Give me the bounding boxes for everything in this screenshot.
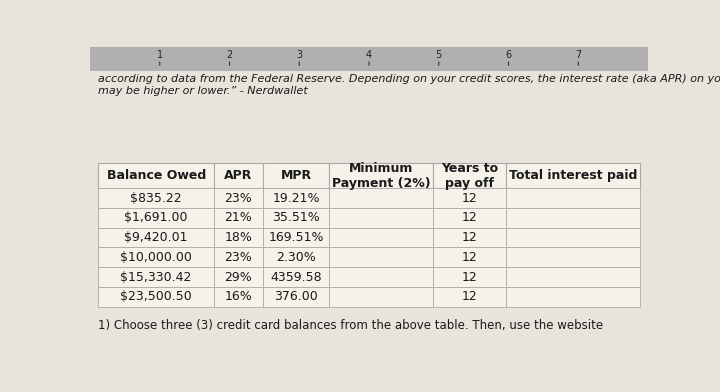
Text: according to data from the Federal Reserve. Depending on your credit scores, the: according to data from the Federal Reser… <box>99 74 720 96</box>
Bar <box>506 188 639 208</box>
Bar <box>99 208 214 228</box>
Text: 6: 6 <box>505 51 512 60</box>
Text: $15,330.42: $15,330.42 <box>120 270 192 283</box>
Text: $9,420.01: $9,420.01 <box>125 231 188 244</box>
Text: APR: APR <box>224 169 253 182</box>
Text: 4: 4 <box>366 51 372 60</box>
Bar <box>99 188 214 208</box>
Bar <box>214 208 263 228</box>
Bar <box>99 163 214 188</box>
Bar <box>330 188 433 208</box>
Text: $23,500.50: $23,500.50 <box>120 290 192 303</box>
Bar <box>263 267 330 287</box>
Bar <box>214 163 263 188</box>
Text: 21%: 21% <box>225 211 252 224</box>
Bar <box>214 247 263 267</box>
Text: Minimum
Payment (2%): Minimum Payment (2%) <box>332 162 431 190</box>
Text: Years to
pay off: Years to pay off <box>441 162 498 190</box>
Bar <box>263 228 330 247</box>
Text: 3: 3 <box>296 51 302 60</box>
Bar <box>263 208 330 228</box>
Text: 19.21%: 19.21% <box>272 192 320 205</box>
Bar <box>99 228 214 247</box>
Text: 169.51%: 169.51% <box>269 231 324 244</box>
Bar <box>214 267 263 287</box>
Text: 12: 12 <box>462 211 477 224</box>
Text: 16%: 16% <box>225 290 252 303</box>
Bar <box>506 163 639 188</box>
Text: 376.00: 376.00 <box>274 290 318 303</box>
Bar <box>330 228 433 247</box>
Bar <box>99 287 214 307</box>
Text: 2: 2 <box>226 51 233 60</box>
Bar <box>99 267 214 287</box>
Text: 12: 12 <box>462 290 477 303</box>
Text: 5: 5 <box>436 51 442 60</box>
Bar <box>433 163 506 188</box>
Text: $1,691.00: $1,691.00 <box>125 211 188 224</box>
Bar <box>214 188 263 208</box>
Bar <box>433 208 506 228</box>
Bar <box>214 287 263 307</box>
Bar <box>263 163 330 188</box>
Text: $10,000.00: $10,000.00 <box>120 251 192 264</box>
Text: 18%: 18% <box>225 231 252 244</box>
Bar <box>263 287 330 307</box>
Text: 29%: 29% <box>225 270 252 283</box>
Bar <box>433 267 506 287</box>
Text: 7: 7 <box>575 51 581 60</box>
Bar <box>330 287 433 307</box>
Bar <box>433 228 506 247</box>
Text: 12: 12 <box>462 231 477 244</box>
Bar <box>214 228 263 247</box>
Bar <box>90 47 648 71</box>
Text: 12: 12 <box>462 251 477 264</box>
Text: 35.51%: 35.51% <box>272 211 320 224</box>
Text: $835.22: $835.22 <box>130 192 182 205</box>
Bar <box>330 163 433 188</box>
Bar <box>506 287 639 307</box>
Bar <box>506 247 639 267</box>
Text: Total interest paid: Total interest paid <box>508 169 637 182</box>
Text: 1: 1 <box>157 51 163 60</box>
Bar <box>506 228 639 247</box>
Bar <box>99 247 214 267</box>
Text: 12: 12 <box>462 270 477 283</box>
Bar <box>263 247 330 267</box>
Bar <box>433 188 506 208</box>
Text: 1) Choose three (3) credit card balances from the above table. Then, use the web: 1) Choose three (3) credit card balances… <box>99 319 603 332</box>
Bar <box>263 188 330 208</box>
Bar <box>330 247 433 267</box>
Bar <box>330 267 433 287</box>
Bar <box>433 247 506 267</box>
Bar <box>506 267 639 287</box>
Text: 12: 12 <box>462 192 477 205</box>
Text: MPR: MPR <box>281 169 312 182</box>
Bar <box>433 287 506 307</box>
Bar <box>506 208 639 228</box>
Text: 23%: 23% <box>225 251 252 264</box>
Text: 4359.58: 4359.58 <box>270 270 322 283</box>
Text: Balance Owed: Balance Owed <box>107 169 206 182</box>
Text: 2.30%: 2.30% <box>276 251 316 264</box>
Text: 23%: 23% <box>225 192 252 205</box>
Bar <box>330 208 433 228</box>
